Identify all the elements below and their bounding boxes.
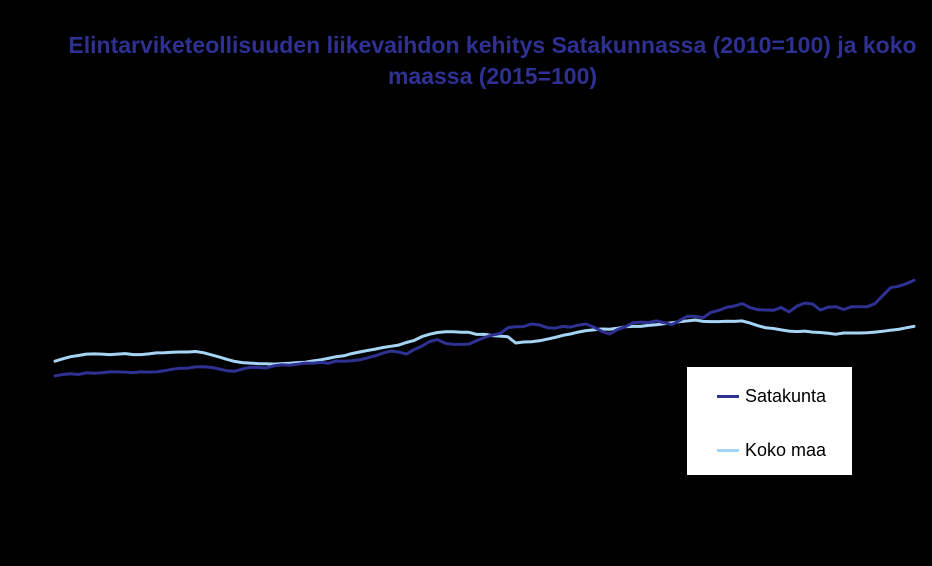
legend-item-koko-maa: Koko maa xyxy=(717,438,826,462)
legend-label-satakunta: Satakunta xyxy=(745,385,827,406)
series-line-satakunta xyxy=(53,278,916,378)
legend-swatch-koko-maa xyxy=(717,448,739,452)
chart-title: Elintarviketeollisuuden liikevaihdon keh… xyxy=(68,32,917,89)
legend-label-koko-maa: Koko maa xyxy=(745,439,827,460)
legend-swatch-satakunta xyxy=(717,394,739,398)
series-line-koko-maa xyxy=(53,318,916,366)
legend-item-satakunta: Satakunta xyxy=(717,384,826,408)
series-layer xyxy=(53,278,916,378)
legend: Satakunta Koko maa xyxy=(687,367,852,475)
